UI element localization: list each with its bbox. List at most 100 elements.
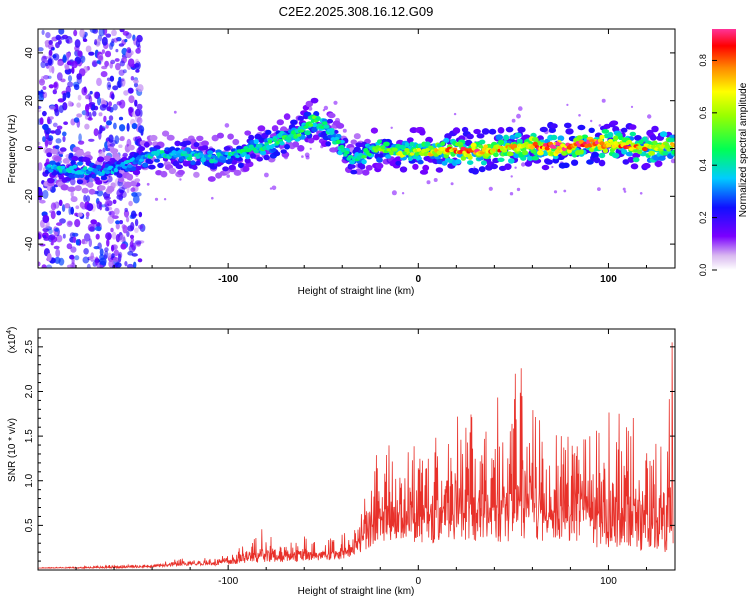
ridge-blob [263,154,270,161]
ridge-blob [309,123,314,127]
noise-speckle [109,75,115,82]
ridge-blob [149,134,158,142]
ridge-blob [110,148,119,154]
ridge-blob [651,125,659,133]
noise-speckle [98,55,104,61]
ridge-blob [296,133,302,137]
ridge-blob [544,159,554,165]
noise-speckle [90,104,96,111]
noise-speckle [597,187,601,192]
ridge-blob [103,155,112,162]
noise-speckle [509,192,514,196]
noise-speckle [43,225,49,229]
noise-speckle [84,123,90,130]
noise-speckle [224,123,230,128]
ridge-blob [129,180,137,187]
noise-speckle [104,50,112,58]
ridge-blob [117,166,122,170]
noise-speckle [82,38,88,42]
ridge-blob [79,173,85,179]
noise-speckle [118,78,125,82]
noise-speckle [551,165,554,169]
noise-speckle [52,54,57,59]
colorbar-label: Normalized spectral amplitude [738,82,749,217]
noise-speckle [271,185,277,191]
noise-speckle [129,241,134,248]
noise-speckle [54,145,60,150]
noise-speckle [62,131,67,137]
ridge-blob [190,160,196,166]
noise-speckle [48,49,53,56]
ridge-blob [344,150,350,155]
noise-speckle [119,234,126,243]
noise-speckle [79,201,85,208]
noise-speckle [101,36,108,46]
ridge-blob [671,143,675,148]
noise-speckle [124,38,128,43]
ridge-blob [280,149,287,154]
colorbar-tick-label: 0.4 [698,159,708,172]
ridge-blob [531,155,539,161]
x-tick-label: 100 [600,576,617,587]
noise-speckle [518,106,523,111]
ridge-blob [233,169,242,176]
noise-speckle [67,100,73,107]
noise-speckle [100,71,108,78]
noise-speckle [113,249,120,257]
noise-speckle [72,236,77,243]
ridge-blob [541,164,550,171]
noise-speckle [114,135,120,145]
noise-speckle [133,82,139,88]
noise-speckle [134,99,138,107]
colorbar-tick-label: 0.6 [698,107,708,120]
noise-speckle [70,196,78,203]
ridge-blob [86,170,92,175]
ridge-blob [47,177,55,184]
noise-speckle [75,205,80,210]
noise-speckle [71,66,75,74]
noise-speckle [66,52,71,58]
ridge-blob [627,156,635,163]
ridge-blob [311,127,318,133]
noise-speckle [99,257,107,266]
ridge-blob [323,124,330,129]
ridge-blob [409,141,415,147]
noise-speckle [154,197,159,201]
noise-speckle [42,86,47,90]
ridge-blob [166,134,175,141]
noise-speckle [38,141,41,146]
ridge-blob [638,139,644,145]
ridge-blob [235,154,240,159]
noise-speckle [124,207,128,213]
noise-speckle [111,29,117,36]
noise-speckle [130,187,136,192]
noise-speckle [43,75,50,80]
ridge-blob [406,137,414,143]
ridge-blob [598,159,606,167]
ridge-blob [495,134,504,141]
noise-speckle [94,256,99,266]
noise-speckle [113,37,119,43]
ridge-blob [541,145,546,151]
noise-speckle [48,40,53,45]
ridge-blob [207,176,216,182]
noise-speckle [101,49,105,54]
ridge-blob [237,162,244,168]
ridge-blob [531,137,539,142]
ridge-blob [211,154,216,159]
ridge-blob [551,145,557,149]
ridge-blob [455,159,462,165]
noise-speckle [93,246,100,250]
noise-speckle [163,198,167,201]
ridge-blob [334,136,340,141]
noise-speckle [123,90,129,96]
ridge-blob [503,134,510,141]
ridge-blob [68,174,75,179]
noise-speckle [41,29,45,35]
ridge-blob [632,157,640,163]
noise-speckle [70,246,77,253]
ridge-blob [71,155,79,162]
ridge-blob [256,156,264,162]
noise-speckle [61,34,69,40]
ridge-blob [668,137,675,143]
